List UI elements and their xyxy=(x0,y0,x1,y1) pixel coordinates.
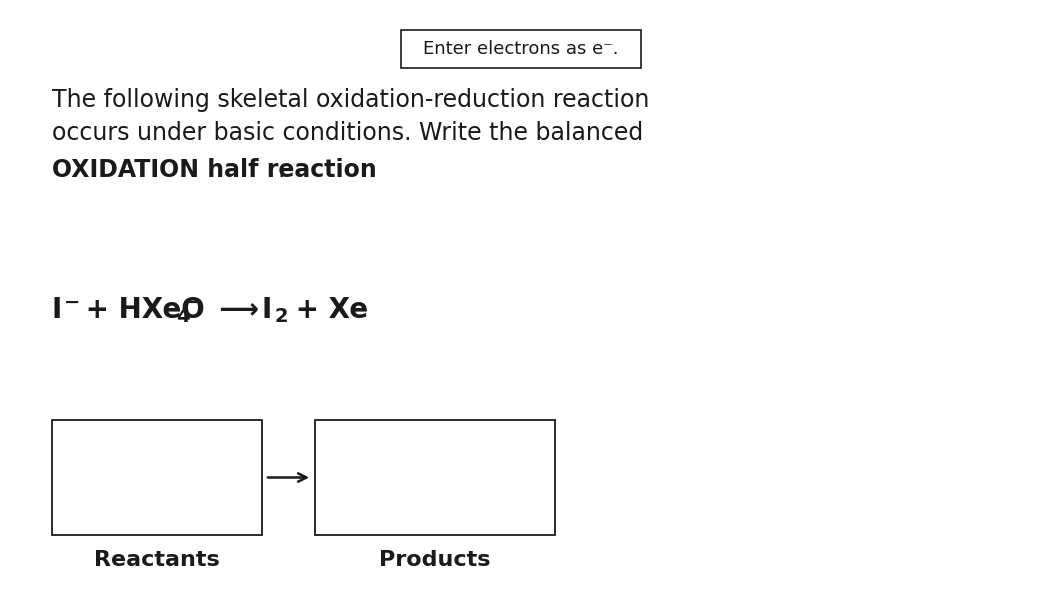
Text: Enter electrons as e⁻.: Enter electrons as e⁻. xyxy=(423,40,619,58)
Bar xyxy=(315,420,555,535)
Text: Products: Products xyxy=(379,550,491,570)
Bar xyxy=(401,30,641,68)
Text: 2: 2 xyxy=(274,307,288,326)
Text: ⟶: ⟶ xyxy=(200,296,278,324)
Text: .: . xyxy=(277,158,284,182)
Text: + HXeO: + HXeO xyxy=(76,296,204,324)
Text: occurs under basic conditions. Write the balanced: occurs under basic conditions. Write the… xyxy=(52,121,643,145)
Text: + Xe: + Xe xyxy=(286,296,368,324)
Text: I: I xyxy=(262,296,272,324)
Text: The following skeletal oxidation-reduction reaction: The following skeletal oxidation-reducti… xyxy=(52,88,649,112)
Text: 4: 4 xyxy=(176,307,190,326)
Text: I: I xyxy=(52,296,63,324)
Text: −: − xyxy=(187,293,202,312)
Text: OXIDATION half reaction: OXIDATION half reaction xyxy=(52,158,377,182)
Text: Reactants: Reactants xyxy=(94,550,220,570)
Bar xyxy=(52,420,262,535)
Text: −: − xyxy=(64,293,80,312)
